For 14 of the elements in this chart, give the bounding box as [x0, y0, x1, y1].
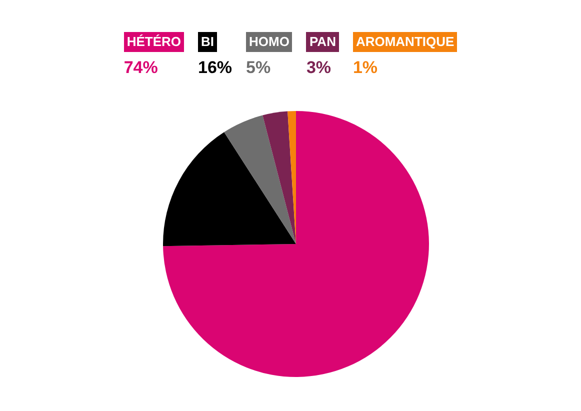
pie-slice	[262, 111, 296, 244]
data-label: 74%	[124, 58, 158, 78]
legend-label: HÉTÉRO	[126, 32, 184, 52]
legend-label: PAN	[309, 32, 339, 52]
legend-label: HOMO	[249, 32, 292, 52]
data-label: 1%	[352, 58, 378, 78]
data-label: 5%	[246, 58, 271, 78]
legend-label: AROMANTIQUE	[356, 32, 458, 52]
pie-slice	[163, 132, 296, 246]
legend-label: BI	[200, 32, 217, 52]
pie-slice	[163, 111, 429, 377]
pie-slice	[224, 115, 296, 244]
data-label: 16%	[198, 58, 232, 78]
data-label: 3%	[306, 58, 332, 78]
